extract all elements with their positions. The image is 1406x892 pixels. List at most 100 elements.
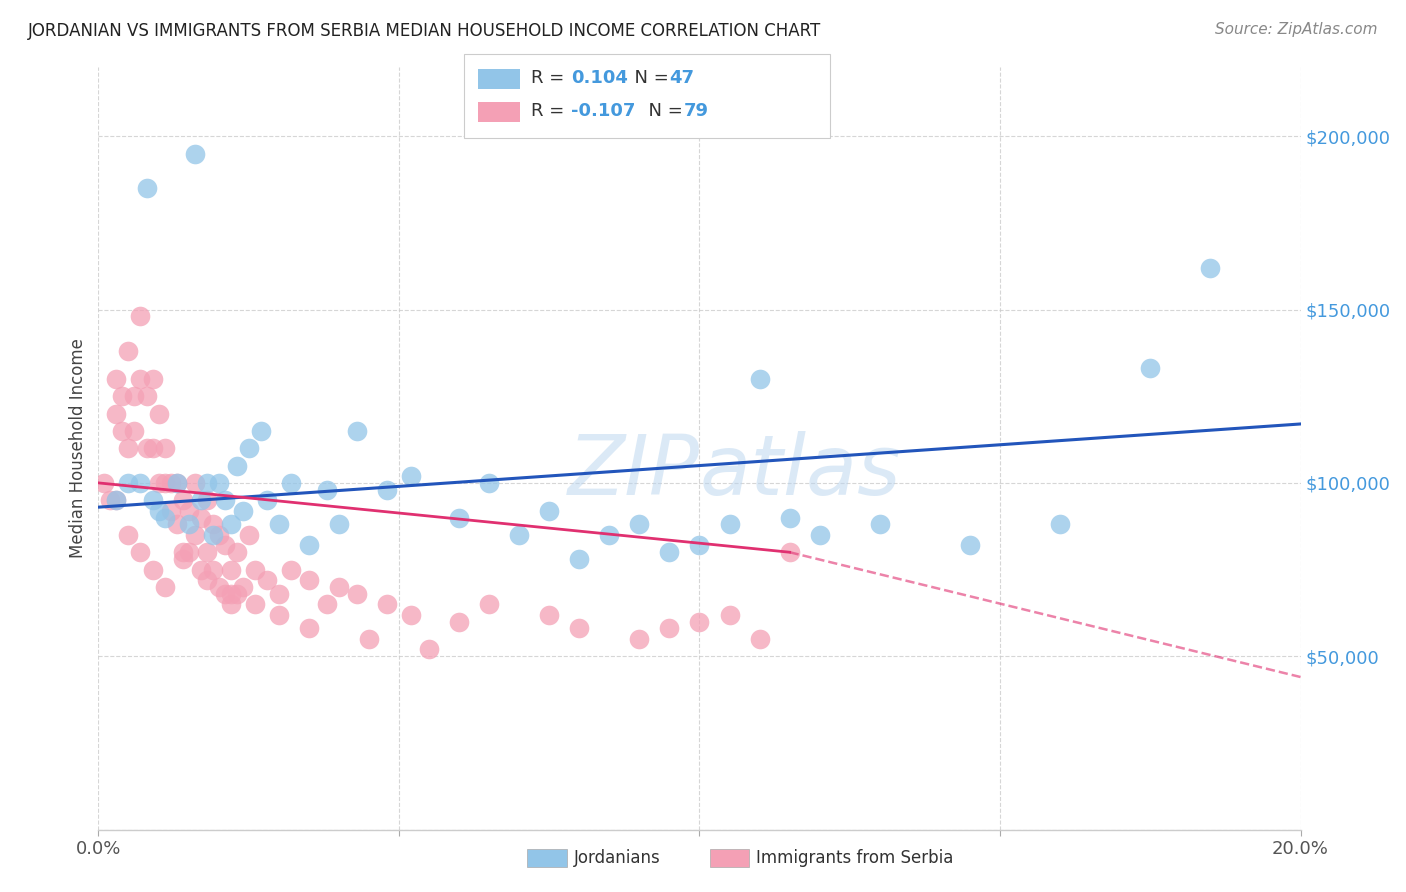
Point	[238, 528, 260, 542]
Point	[159, 503, 181, 517]
Point	[153, 580, 176, 594]
Point	[598, 528, 620, 542]
Point	[117, 442, 139, 455]
Point	[141, 442, 163, 455]
Text: R =: R =	[531, 103, 571, 120]
Point	[315, 483, 337, 497]
Point	[195, 475, 218, 490]
Point	[232, 503, 254, 517]
Point	[538, 503, 561, 517]
Point	[219, 563, 242, 577]
Point	[375, 483, 398, 497]
Text: Immigrants from Serbia: Immigrants from Serbia	[756, 849, 953, 867]
Point	[508, 528, 530, 542]
Text: atlas: atlas	[699, 431, 901, 512]
Point	[166, 517, 188, 532]
Point	[166, 475, 188, 490]
Point	[688, 615, 710, 629]
Text: N =: N =	[637, 103, 689, 120]
Point	[201, 528, 224, 542]
Text: -0.107: -0.107	[571, 103, 636, 120]
Point	[117, 344, 139, 359]
Point	[195, 573, 218, 587]
Point	[538, 607, 561, 622]
Text: JORDANIAN VS IMMIGRANTS FROM SERBIA MEDIAN HOUSEHOLD INCOME CORRELATION CHART: JORDANIAN VS IMMIGRANTS FROM SERBIA MEDI…	[28, 22, 821, 40]
Point	[214, 538, 236, 552]
Point	[135, 389, 157, 403]
Point	[628, 517, 651, 532]
Point	[111, 389, 134, 403]
Text: R =: R =	[531, 70, 571, 87]
Point	[141, 563, 163, 577]
Point	[208, 528, 231, 542]
Point	[478, 597, 501, 611]
Point	[346, 424, 368, 438]
Point	[1199, 260, 1222, 275]
Point	[357, 632, 380, 646]
Point	[190, 510, 212, 524]
Point	[243, 563, 266, 577]
Point	[166, 475, 188, 490]
Point	[658, 622, 681, 636]
Point	[195, 545, 218, 559]
Point	[418, 642, 440, 657]
Point	[447, 510, 470, 524]
Point	[117, 475, 139, 490]
Point	[172, 545, 194, 559]
Point	[328, 517, 350, 532]
Point	[748, 632, 770, 646]
Point	[808, 528, 831, 542]
Point	[399, 469, 422, 483]
Point	[267, 607, 290, 622]
Text: Jordanians: Jordanians	[574, 849, 661, 867]
Point	[159, 475, 181, 490]
Point	[214, 493, 236, 508]
Point	[256, 493, 278, 508]
Text: N =: N =	[623, 70, 675, 87]
Point	[219, 597, 242, 611]
Point	[172, 552, 194, 566]
Point	[141, 372, 163, 386]
Point	[153, 442, 176, 455]
Point	[183, 475, 205, 490]
Text: 47: 47	[669, 70, 695, 87]
Point	[214, 587, 236, 601]
Point	[135, 442, 157, 455]
Point	[225, 587, 247, 601]
Point	[568, 552, 591, 566]
Point	[208, 475, 231, 490]
Point	[177, 503, 200, 517]
Point	[201, 563, 224, 577]
Point	[1139, 361, 1161, 376]
Point	[298, 622, 321, 636]
Point	[328, 580, 350, 594]
Point	[219, 517, 242, 532]
Point	[129, 475, 152, 490]
Point	[141, 493, 163, 508]
Point	[375, 597, 398, 611]
Text: 0.104: 0.104	[571, 70, 627, 87]
Point	[183, 146, 205, 161]
Point	[183, 528, 205, 542]
Y-axis label: Median Household Income: Median Household Income	[69, 338, 87, 558]
Point	[105, 407, 128, 421]
Point	[399, 607, 422, 622]
Point	[718, 607, 741, 622]
Point	[232, 580, 254, 594]
Point	[658, 545, 681, 559]
Point	[478, 475, 501, 490]
Point	[105, 372, 128, 386]
Point	[153, 475, 176, 490]
Point	[117, 528, 139, 542]
Point	[177, 517, 200, 532]
Point	[129, 545, 152, 559]
Point	[315, 597, 337, 611]
Point	[346, 587, 368, 601]
Point	[201, 517, 224, 532]
Point	[105, 493, 128, 508]
Point	[779, 545, 801, 559]
Point	[267, 587, 290, 601]
Point	[219, 587, 242, 601]
Point	[779, 510, 801, 524]
Point	[129, 372, 152, 386]
